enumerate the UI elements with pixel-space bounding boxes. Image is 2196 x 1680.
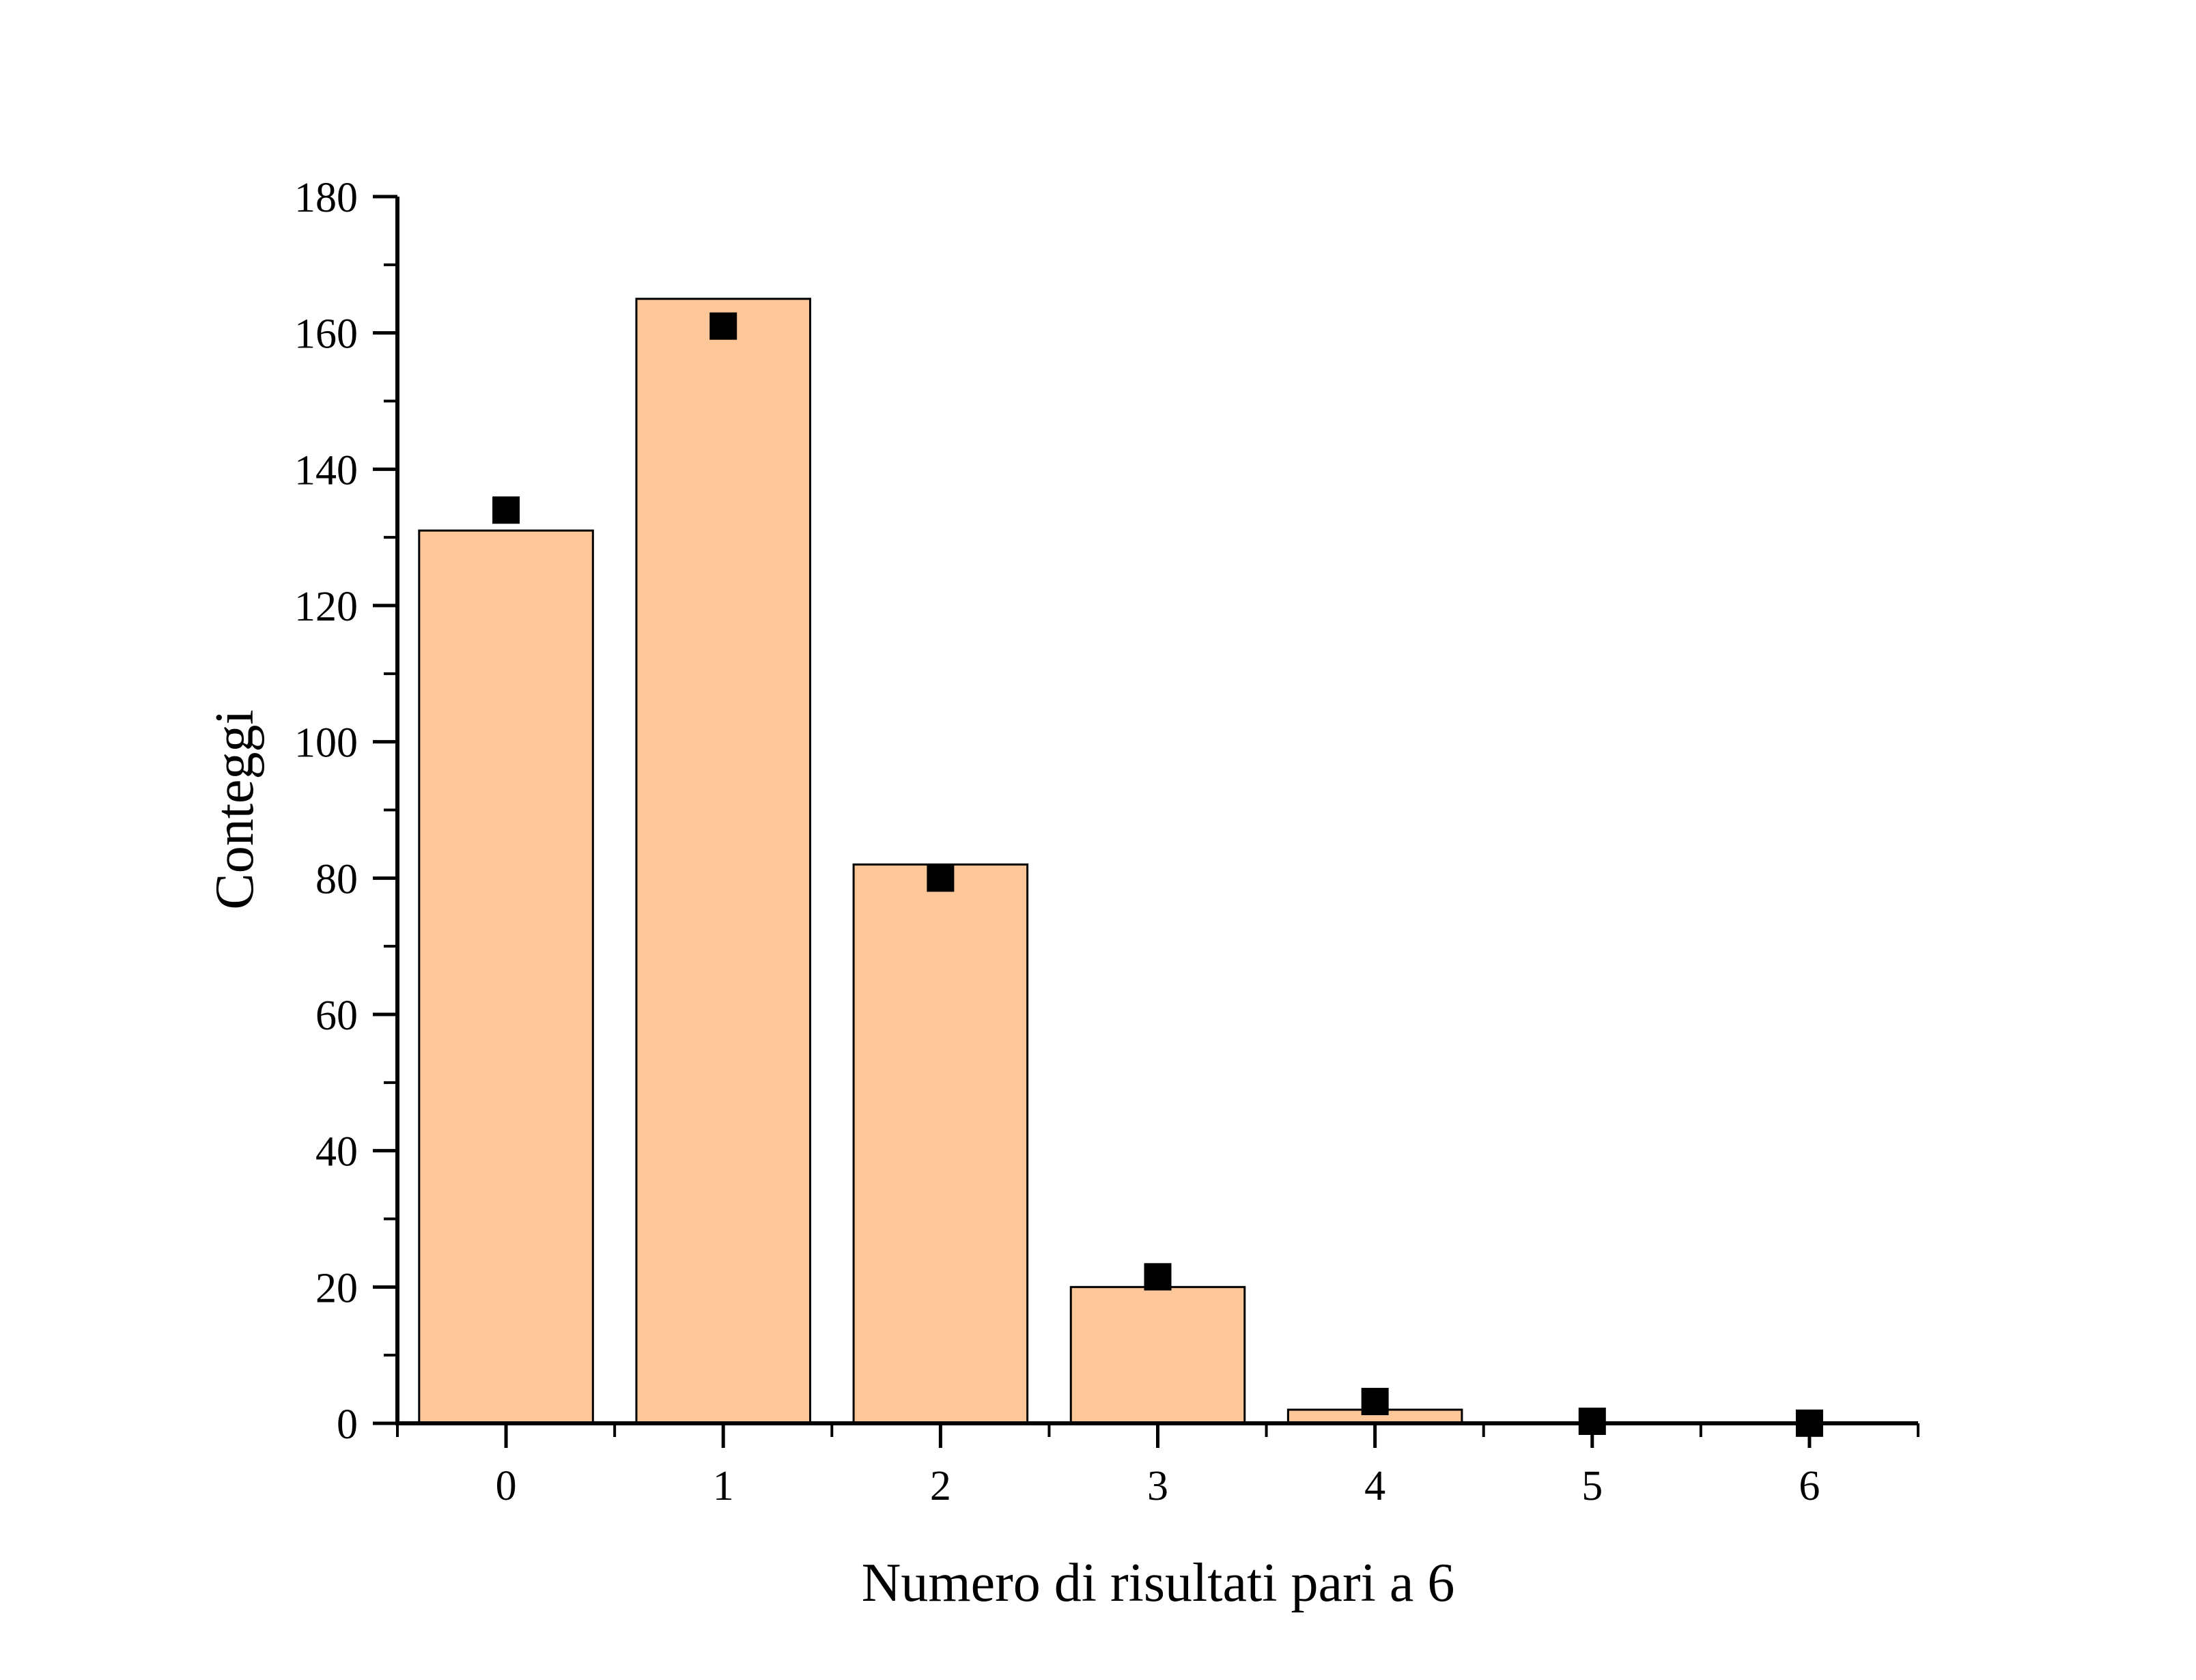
y-tick-label-100: 100 (294, 720, 358, 767)
y-tick-label-0: 0 (337, 1401, 358, 1448)
y-tick-label-40: 40 (315, 1129, 358, 1176)
marker-2 (927, 864, 955, 892)
y-axis-title: Conteggi (205, 709, 265, 909)
x-tick-label-5: 5 (1581, 1463, 1603, 1509)
x-tick-label-1: 1 (713, 1463, 734, 1509)
x-axis-title: Numero di risultati pari a 6 (862, 1553, 1455, 1613)
axes (395, 197, 1918, 1425)
y-ticks: 0 20 40 60 80 100 120 140 160 180 (294, 175, 397, 1448)
y-tick-label-140: 140 (294, 447, 358, 494)
marker-0 (492, 496, 520, 524)
x-tick-label-3: 3 (1147, 1463, 1168, 1509)
x-tick-label-0: 0 (496, 1463, 517, 1509)
bar-2 (852, 863, 1029, 1425)
y-tick-label-80: 80 (315, 856, 358, 902)
y-tick-label-60: 60 (315, 993, 358, 1039)
bars (418, 298, 1463, 1425)
bar-3 (1069, 1285, 1246, 1425)
x-ticks: 0 1 2 3 4 5 6 (396, 1423, 1919, 1509)
x-tick-label-2: 2 (930, 1463, 951, 1509)
bar-0 (418, 529, 594, 1425)
marker-4 (1361, 1388, 1389, 1416)
y-tick-label-20: 20 (315, 1265, 358, 1311)
y-tick-label-160: 160 (294, 311, 358, 358)
marker-1 (709, 312, 737, 340)
y-tick-label-120: 120 (294, 584, 358, 630)
y-tick-label-180: 180 (294, 175, 358, 221)
bar-1 (635, 298, 811, 1425)
x-tick-label-6: 6 (1799, 1463, 1820, 1509)
marker-3 (1144, 1263, 1172, 1291)
x-tick-label-4: 4 (1364, 1463, 1385, 1509)
